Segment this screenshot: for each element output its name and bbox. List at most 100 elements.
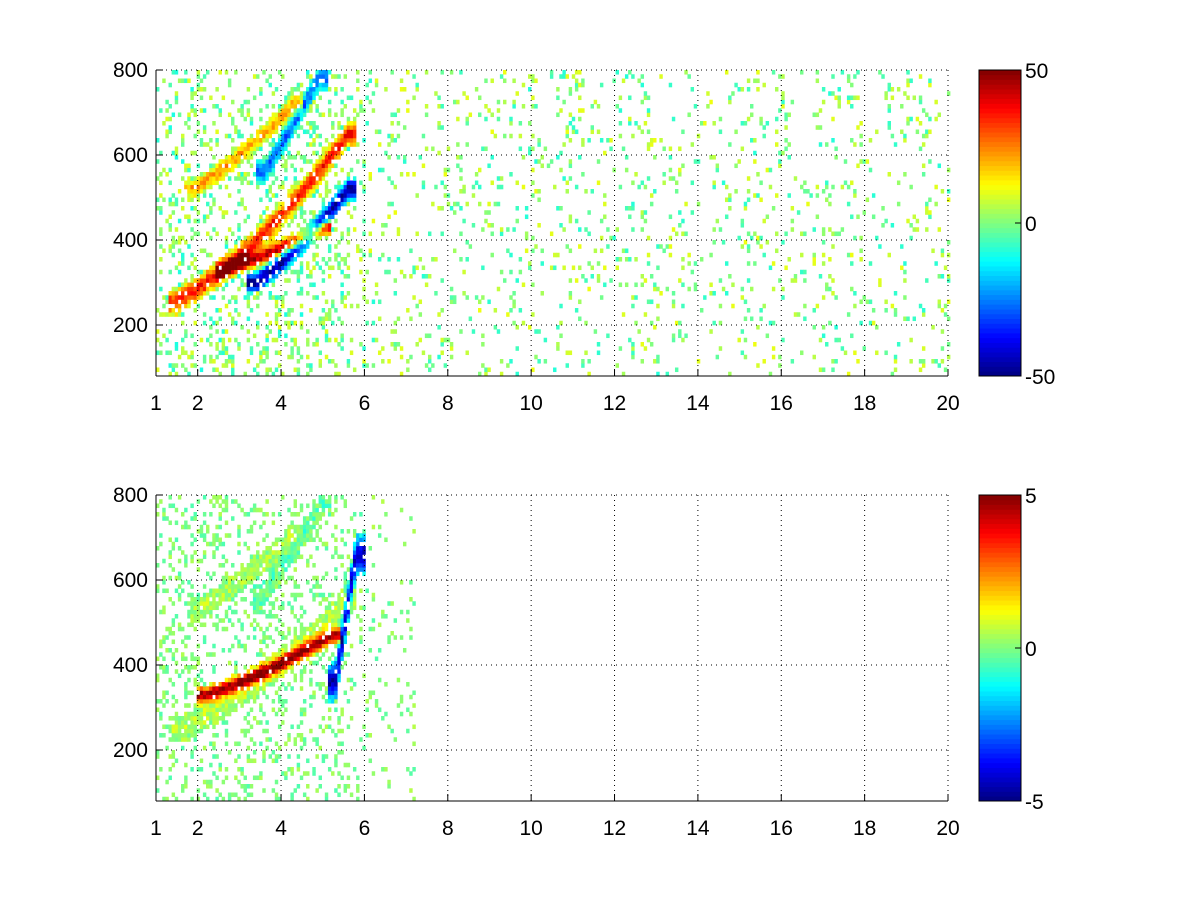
heatmap-cell	[343, 146, 348, 152]
heatmap-cell	[174, 796, 179, 802]
heatmap-cell	[293, 342, 297, 347]
heatmap-cell	[271, 116, 276, 122]
heatmap-cell	[399, 580, 404, 585]
heatmap-cell	[212, 269, 216, 275]
heatmap-cell	[549, 159, 554, 164]
heatmap-cell	[290, 796, 294, 802]
heatmap-cell	[271, 660, 276, 666]
heatmap-cell	[309, 537, 313, 543]
heatmap-cell	[765, 121, 770, 126]
heatmap-cell	[274, 112, 279, 118]
heatmap-cell	[240, 104, 244, 109]
heatmap-cell	[299, 775, 304, 781]
heatmap-cell	[352, 533, 357, 538]
heatmap-cell	[346, 146, 351, 152]
heatmap-cell	[740, 218, 745, 224]
heatmap-cell	[393, 138, 398, 143]
heatmap-cell	[334, 762, 338, 768]
heatmap-cell	[409, 354, 413, 360]
heatmap-cell	[599, 138, 604, 143]
heatmap-cell	[493, 325, 498, 330]
heatmap-cell	[199, 278, 204, 283]
heatmap-cell	[728, 99, 732, 105]
heatmap-cell	[284, 580, 288, 585]
heatmap-cell	[631, 133, 635, 139]
heatmap-cell	[262, 218, 266, 224]
heatmap-cell	[184, 303, 188, 309]
heatmap-cell	[831, 231, 835, 237]
heatmap-cell	[315, 512, 319, 517]
heatmap-cell	[293, 788, 297, 793]
heatmap-cell	[202, 248, 207, 254]
heatmap-cell	[252, 758, 257, 764]
heatmap-cell	[246, 150, 251, 156]
heatmap-cell	[921, 108, 926, 113]
heatmap-cell	[231, 257, 235, 262]
heatmap-cell	[206, 601, 210, 606]
heatmap-cell	[306, 529, 310, 534]
heatmap-cell	[918, 303, 923, 309]
heatmap-cell	[299, 605, 304, 611]
heatmap-cell	[456, 201, 460, 207]
heatmap-cell	[327, 592, 332, 598]
heatmap-cell	[928, 159, 932, 164]
heatmap-cell	[352, 592, 357, 598]
heatmap-cell	[659, 291, 663, 296]
heatmap-cell	[206, 796, 210, 802]
heatmap-cell	[821, 189, 826, 194]
heatmap-cell	[274, 252, 279, 258]
heatmap-cell	[334, 252, 338, 258]
heatmap-cell	[177, 269, 182, 275]
heatmap-cell	[156, 329, 160, 334]
heatmap-cell	[937, 303, 942, 309]
heatmap-cell	[871, 320, 876, 326]
heatmap-cell	[293, 337, 297, 343]
heatmap-cell	[202, 108, 207, 113]
heatmap-cell	[234, 244, 238, 249]
heatmap-cell	[287, 223, 291, 228]
heatmap-cell	[377, 316, 382, 322]
heatmap-cell	[218, 694, 222, 700]
colorbar-swatch	[979, 270, 1021, 276]
heatmap-cell	[296, 643, 301, 649]
heatmap-cell	[227, 580, 232, 585]
heatmap-cell	[243, 541, 247, 547]
heatmap-cell	[578, 227, 582, 232]
heatmap-cell	[537, 197, 541, 203]
heatmap-cell	[262, 176, 266, 181]
heatmap-cell	[946, 167, 951, 173]
heatmap-cell	[362, 231, 366, 237]
heatmap-cell	[202, 533, 207, 538]
heatmap-cell	[649, 274, 654, 279]
heatmap-cell	[712, 320, 716, 326]
heatmap-cell	[227, 337, 232, 343]
heatmap-cell	[234, 669, 238, 674]
heatmap-cell	[362, 529, 366, 534]
heatmap-cell	[334, 682, 338, 687]
heatmap-cell	[274, 350, 279, 356]
heatmap-cell	[221, 342, 226, 347]
heatmap-cell	[252, 274, 257, 279]
heatmap-cell	[309, 669, 313, 674]
heatmap-cell	[384, 614, 388, 619]
heatmap-cell	[409, 274, 413, 279]
colorbar-swatch	[979, 743, 1021, 749]
heatmap-cell	[309, 180, 313, 186]
heatmap-cell	[703, 295, 707, 300]
heatmap-cell	[277, 244, 282, 249]
heatmap-cell	[315, 87, 319, 92]
heatmap-cell	[628, 206, 632, 211]
heatmap-cell	[427, 354, 432, 360]
heatmap-cell	[812, 252, 816, 258]
heatmap-cell	[356, 614, 360, 619]
heatmap-cell	[821, 333, 826, 339]
heatmap-cell	[606, 227, 610, 232]
heatmap-cell	[865, 197, 870, 203]
heatmap-cell	[490, 78, 494, 84]
heatmap-cell	[837, 104, 841, 109]
heatmap-cell	[359, 342, 363, 347]
heatmap-cell	[281, 567, 285, 572]
heatmap-cell	[284, 652, 288, 657]
heatmap-cell	[287, 320, 291, 326]
heatmap-cell	[240, 563, 244, 568]
